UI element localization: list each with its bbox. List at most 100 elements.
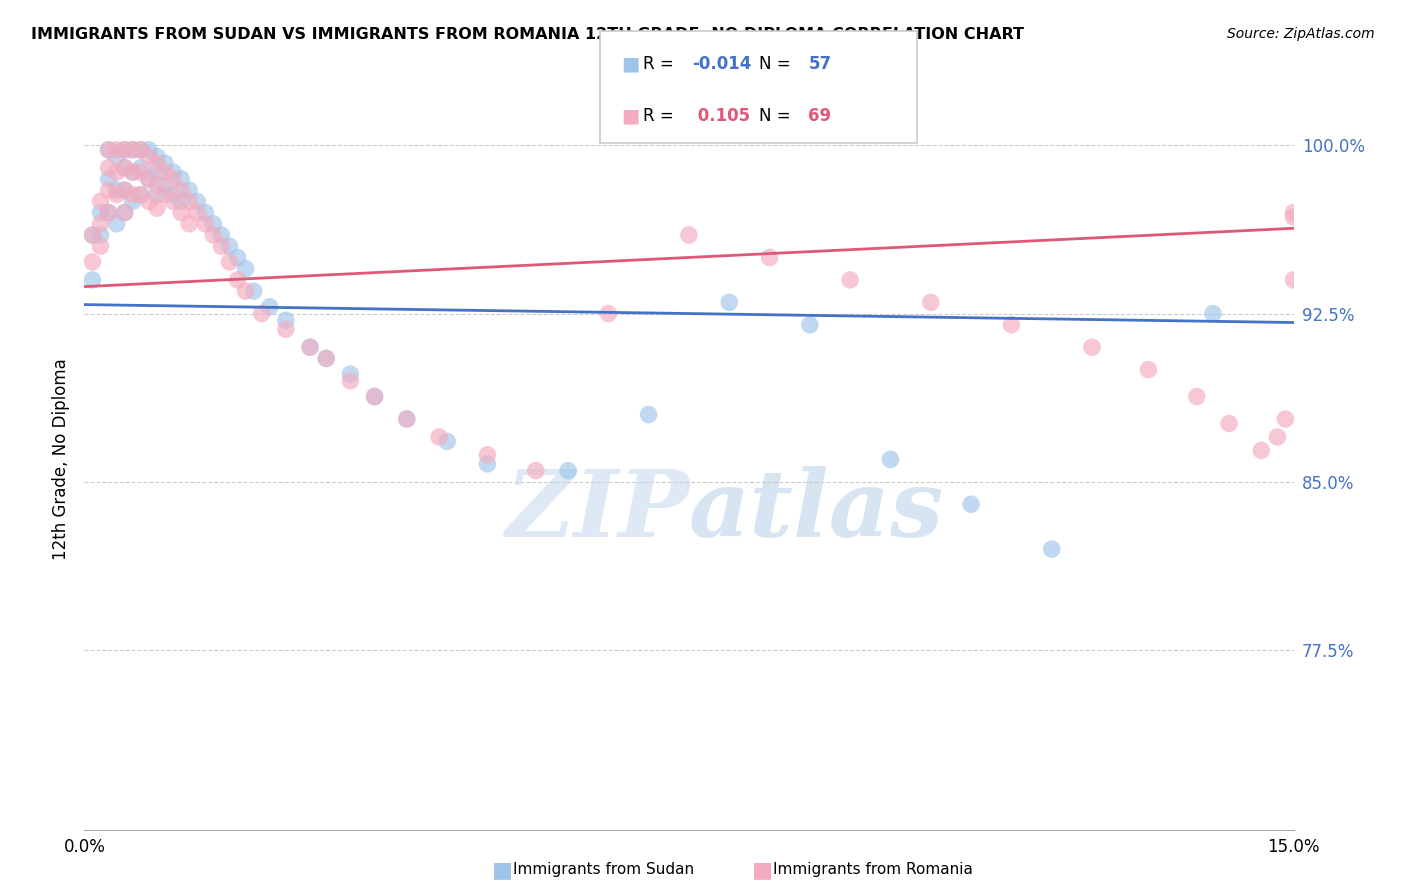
Point — [1282, 210, 1305, 224]
Point — [235, 261, 257, 276]
Point — [129, 161, 152, 175]
Point — [315, 351, 337, 366]
Text: Immigrants from Romania: Immigrants from Romania — [773, 863, 973, 877]
Text: ■: ■ — [621, 55, 640, 74]
Point — [114, 183, 136, 197]
Text: ZIP: ZIP — [505, 467, 689, 557]
Text: -0.014: -0.014 — [692, 55, 751, 73]
Point — [105, 149, 128, 163]
Point — [427, 430, 450, 444]
Point — [226, 273, 249, 287]
Point — [114, 143, 136, 157]
Point — [170, 172, 193, 186]
Point — [920, 295, 942, 310]
Point — [1274, 412, 1296, 426]
Point — [97, 161, 120, 175]
Point — [226, 251, 249, 265]
Point — [758, 251, 780, 265]
Point — [105, 183, 128, 197]
Point — [179, 217, 201, 231]
Point — [105, 217, 128, 231]
Point — [274, 322, 297, 336]
Point — [250, 307, 273, 321]
Point — [315, 351, 337, 366]
Point — [82, 227, 104, 242]
Point — [114, 161, 136, 175]
Point — [89, 194, 111, 209]
Text: atlas: atlas — [689, 467, 945, 557]
Point — [138, 143, 160, 157]
Point — [1267, 430, 1289, 444]
Point — [129, 143, 152, 157]
Point — [82, 255, 104, 269]
Text: 57: 57 — [808, 55, 831, 73]
Point — [114, 161, 136, 175]
Point — [97, 172, 120, 186]
Point — [179, 183, 201, 197]
Point — [129, 187, 152, 202]
Point — [637, 408, 659, 422]
Point — [678, 227, 700, 242]
Point — [97, 143, 120, 157]
Text: N =: N = — [759, 107, 796, 125]
Point — [1218, 417, 1240, 431]
Text: IMMIGRANTS FROM SUDAN VS IMMIGRANTS FROM ROMANIA 12TH GRADE, NO DIPLOMA CORRELAT: IMMIGRANTS FROM SUDAN VS IMMIGRANTS FROM… — [31, 27, 1024, 42]
Point — [162, 194, 184, 209]
Point — [129, 165, 152, 179]
Point — [138, 194, 160, 209]
Point — [395, 412, 418, 426]
Text: ■: ■ — [752, 860, 773, 880]
Point — [138, 172, 160, 186]
Point — [105, 143, 128, 157]
Point — [138, 149, 160, 163]
Point — [114, 205, 136, 219]
Point — [114, 143, 136, 157]
Point — [209, 239, 232, 253]
Point — [299, 340, 322, 354]
Text: N =: N = — [759, 55, 796, 73]
Point — [170, 183, 193, 197]
Point — [1250, 443, 1272, 458]
Point — [97, 205, 120, 219]
Point — [718, 295, 741, 310]
Point — [1000, 318, 1022, 332]
Point — [1282, 205, 1305, 219]
Point — [121, 143, 143, 157]
Text: Immigrants from Sudan: Immigrants from Sudan — [513, 863, 695, 877]
Text: R =: R = — [643, 55, 679, 73]
Point — [121, 143, 143, 157]
Point — [121, 194, 143, 209]
Point — [97, 143, 120, 157]
Point — [162, 165, 184, 179]
Point — [146, 178, 169, 193]
Point — [129, 143, 152, 157]
Point — [274, 313, 297, 327]
Point — [339, 367, 361, 381]
Point — [153, 156, 176, 170]
Point — [153, 187, 176, 202]
Point — [82, 273, 104, 287]
Point — [1282, 273, 1305, 287]
Point — [186, 205, 208, 219]
Point — [97, 183, 120, 197]
Point — [235, 284, 257, 298]
Point — [89, 205, 111, 219]
Point — [202, 217, 225, 231]
Point — [89, 239, 111, 253]
Point — [363, 390, 385, 404]
Point — [209, 227, 232, 242]
Point — [259, 300, 281, 314]
Point — [960, 497, 983, 511]
Point — [162, 187, 184, 202]
Point — [598, 307, 620, 321]
Point — [879, 452, 901, 467]
Text: Source: ZipAtlas.com: Source: ZipAtlas.com — [1227, 27, 1375, 41]
Point — [138, 172, 160, 186]
Point — [1040, 542, 1063, 557]
Point — [153, 178, 176, 193]
Point — [170, 205, 193, 219]
Point — [146, 201, 169, 215]
Point — [82, 227, 104, 242]
Point — [153, 165, 176, 179]
Point — [436, 434, 458, 449]
